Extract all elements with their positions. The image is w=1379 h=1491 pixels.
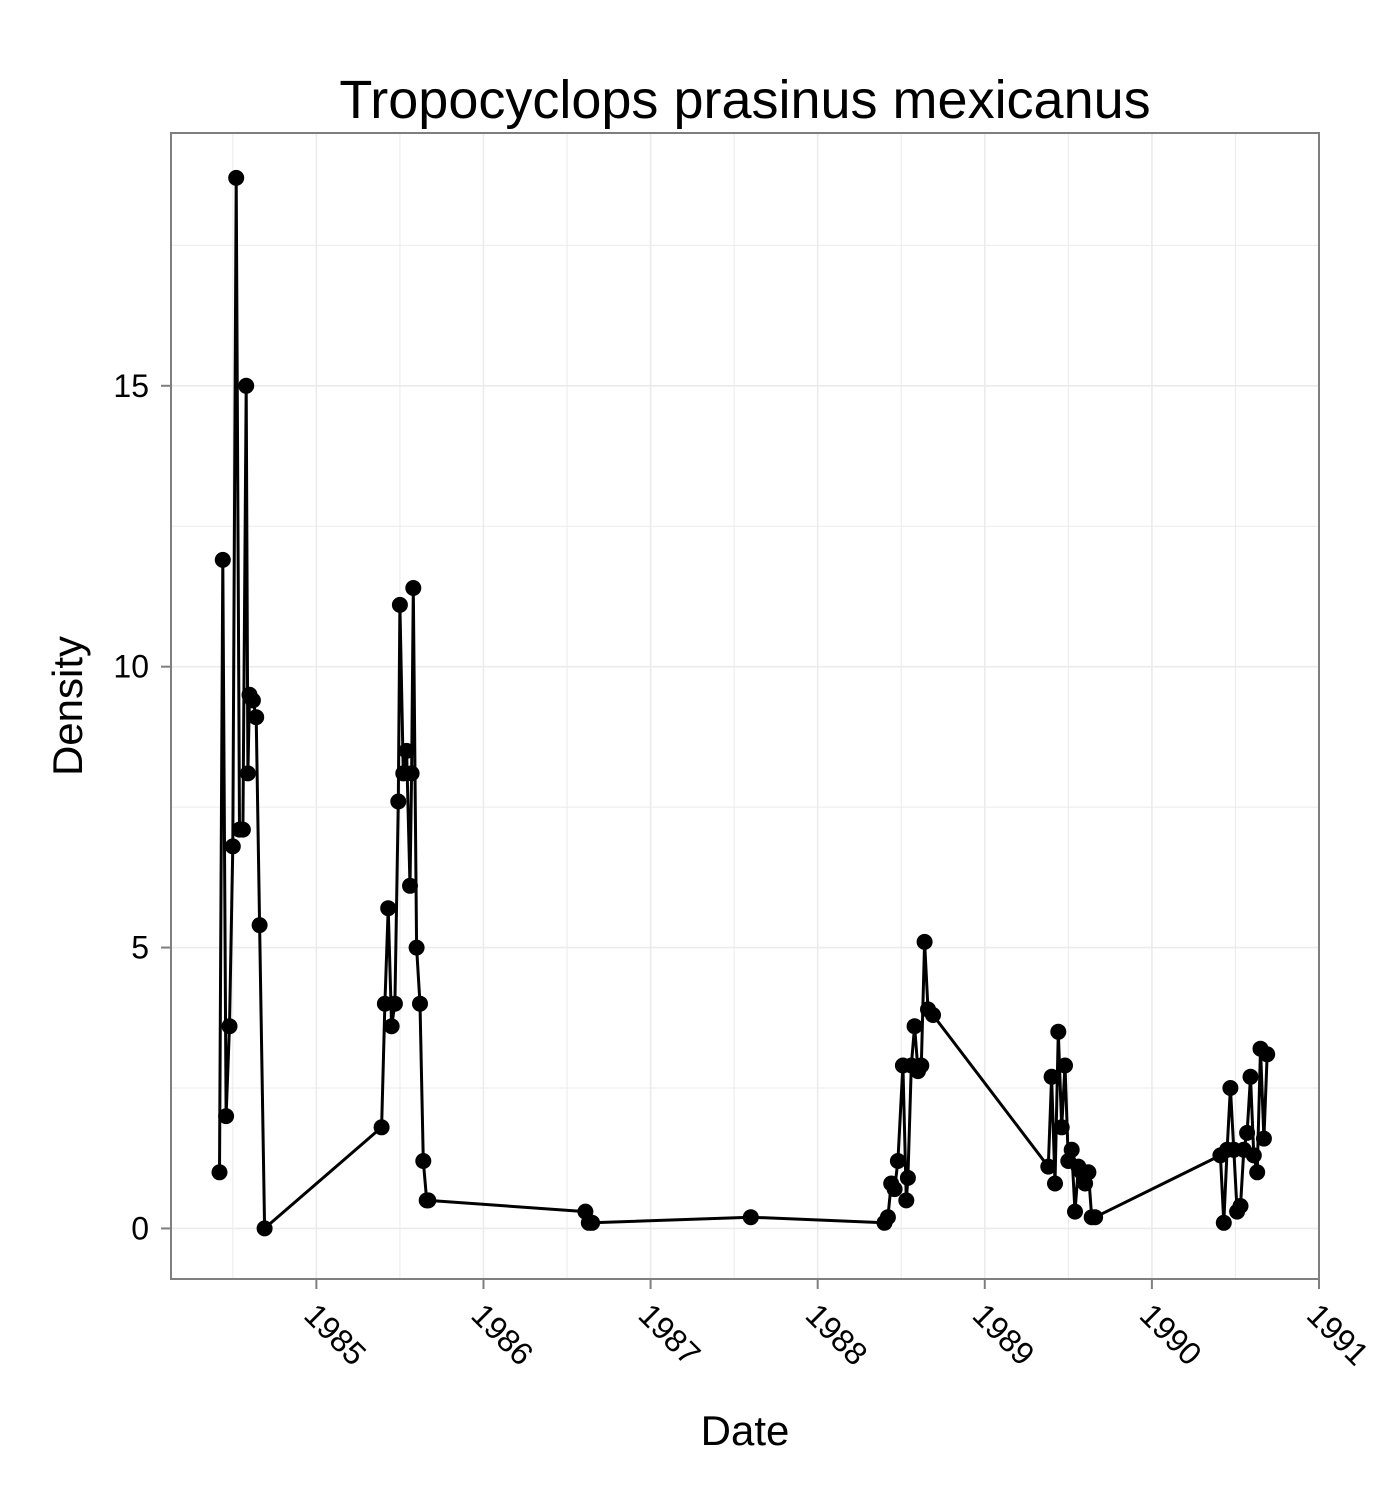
plot-background — [171, 133, 1319, 1279]
data-point — [415, 1153, 432, 1169]
data-point — [211, 1164, 228, 1181]
chart-title: Tropocyclops prasinus mexicanus — [339, 70, 1150, 130]
data-point — [256, 1220, 273, 1237]
data-point — [391, 596, 408, 613]
data-point — [1050, 1023, 1067, 1040]
data-point — [1259, 1046, 1276, 1063]
data-point — [1047, 1175, 1063, 1192]
data-point — [1242, 1068, 1259, 1085]
y-tick-label: 10 — [113, 649, 149, 685]
plot-border — [170, 132, 1320, 1280]
data-point — [1245, 1147, 1262, 1164]
data-point — [221, 1018, 238, 1035]
data-point — [412, 995, 428, 1012]
y-tick-label: 5 — [131, 930, 149, 966]
data-point — [898, 1192, 915, 1209]
data-point — [402, 877, 418, 894]
data-point — [584, 1214, 601, 1231]
data-point — [1063, 1141, 1080, 1158]
data-point — [408, 939, 425, 956]
data-point — [1087, 1209, 1104, 1226]
y-axis: 0 5 10 15 — [113, 368, 171, 1246]
data-point — [248, 709, 265, 726]
data-point — [234, 821, 251, 838]
data-point — [1053, 1119, 1070, 1136]
data-point — [398, 742, 415, 759]
data-point — [251, 917, 268, 934]
data-point — [1040, 1158, 1057, 1175]
data-point — [1057, 1057, 1073, 1074]
data-point — [906, 1018, 923, 1035]
grid-major — [171, 133, 1319, 1279]
data-point — [386, 995, 403, 1012]
data-point — [228, 169, 245, 186]
data-point — [925, 1007, 941, 1023]
data-point — [224, 838, 241, 855]
data-point — [889, 1153, 906, 1169]
y-tick-label: 0 — [131, 1210, 149, 1246]
data-point — [380, 900, 397, 917]
data-point — [218, 1108, 235, 1125]
data-point — [244, 692, 261, 709]
data-point — [1080, 1164, 1097, 1181]
data-point — [373, 1119, 390, 1136]
data-point — [1215, 1214, 1232, 1231]
y-tick-label: 15 — [113, 368, 149, 404]
data-point — [420, 1192, 437, 1209]
data-point — [1232, 1198, 1249, 1214]
data-point — [1249, 1164, 1266, 1181]
plot-area — [170, 132, 1320, 1280]
data-point — [879, 1209, 896, 1226]
data-point — [383, 1018, 400, 1035]
data-point — [403, 765, 420, 782]
data-point — [913, 1057, 930, 1074]
data-point — [916, 933, 933, 950]
data-point — [238, 377, 255, 394]
data-point — [1239, 1124, 1256, 1141]
y-axis-label: Density — [44, 636, 91, 776]
data-point — [405, 580, 422, 596]
data-point — [1255, 1130, 1272, 1147]
data-point — [899, 1169, 916, 1186]
data-point — [214, 551, 231, 568]
data-point — [390, 793, 407, 810]
series-points — [211, 169, 1276, 1237]
data-point — [886, 1181, 903, 1198]
data-point — [239, 765, 256, 782]
data-point — [1067, 1203, 1083, 1220]
data-point — [1222, 1080, 1239, 1096]
x-axis-label: Date — [701, 1407, 790, 1454]
data-point — [742, 1209, 759, 1226]
data-point — [1043, 1068, 1060, 1085]
